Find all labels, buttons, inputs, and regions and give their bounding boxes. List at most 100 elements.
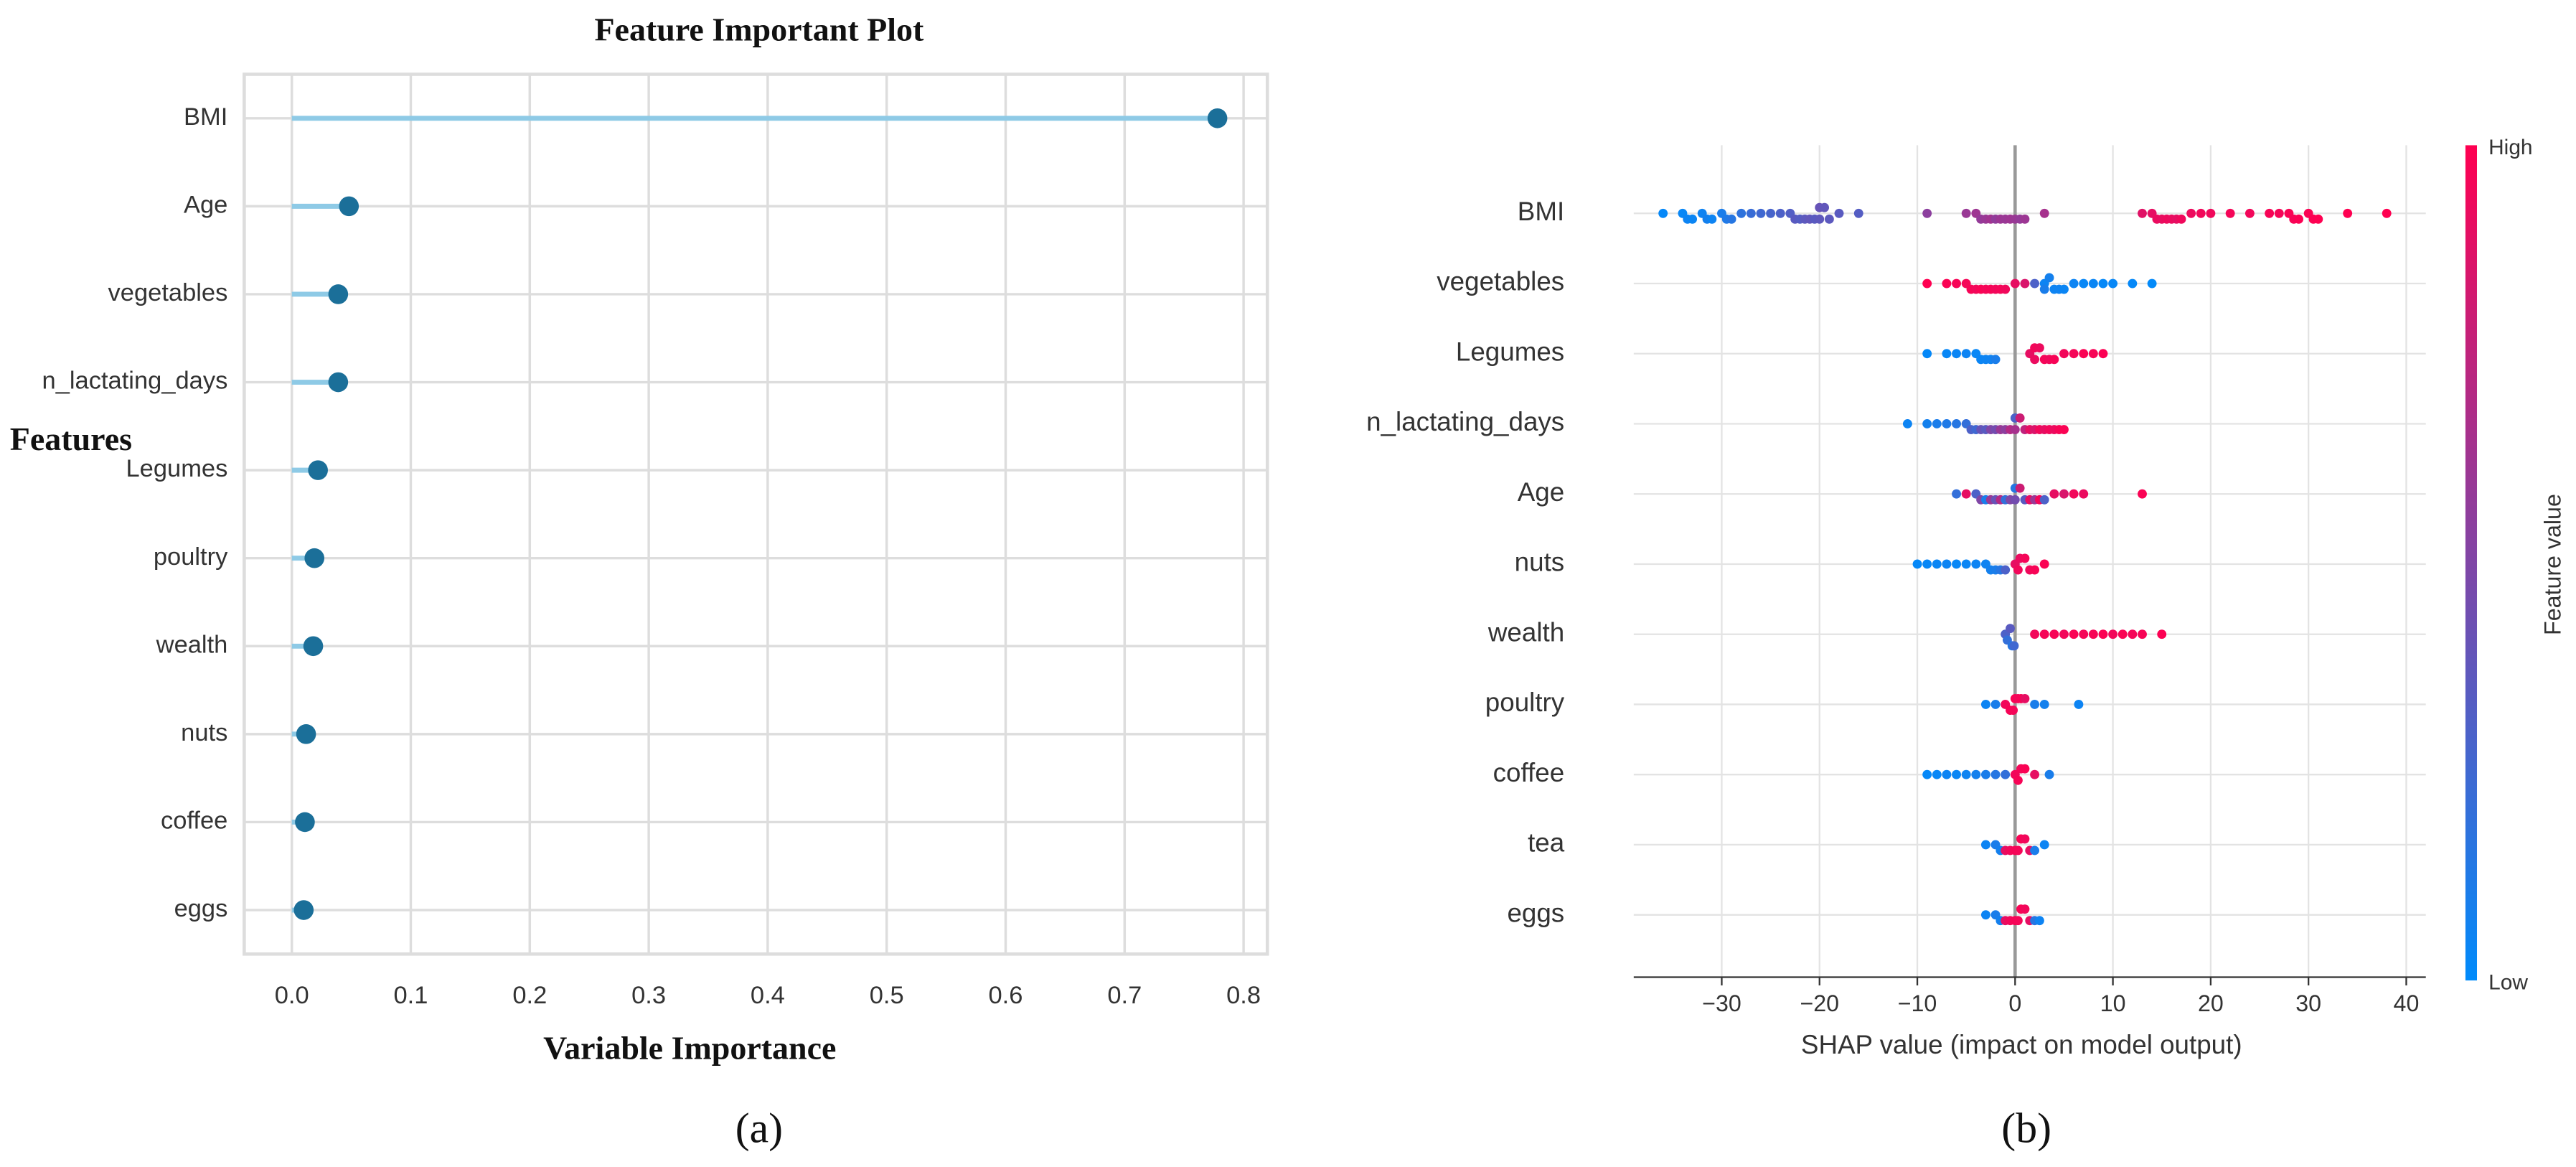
x-axis-label: Variable Importance [543,1030,836,1067]
y-tick-label: coffee [161,807,227,835]
dot [293,900,314,920]
point [2034,343,2044,353]
point [2138,208,2147,218]
point [2069,349,2079,359]
point [2010,278,2020,289]
point [1990,769,2001,779]
x-tick-label: 0 [2008,990,2021,1016]
point [1726,214,1736,224]
x-tick-label: 0.8 [1226,982,1261,1009]
x-tick-label: 20 [2198,990,2224,1016]
x-tick-label: 0.6 [989,982,1023,1009]
point [2013,845,2023,856]
point [1952,769,1961,779]
point [2088,349,2098,359]
x-tick-label: 0.5 [870,982,904,1009]
point [2049,489,2059,499]
y-axis-label: Features [10,421,132,457]
point [2049,629,2059,639]
x-tick-label: −20 [1800,990,1839,1016]
point [2088,629,2098,639]
y-tick-label: Legumes [126,455,227,482]
point [2001,284,2011,294]
point [1980,910,1990,920]
point [1756,208,1766,218]
point [1658,208,1668,218]
point [2030,355,2040,365]
point [2069,489,2079,499]
x-tick-label: 0.0 [275,982,309,1009]
point [2074,700,2084,709]
point [1971,559,1981,569]
point [2059,349,2069,359]
x-tick-label: 10 [2100,990,2126,1016]
point [2098,349,2108,359]
point [1980,840,1990,850]
point [2059,284,2069,294]
point [1961,559,1971,569]
point [1942,349,1952,359]
x-tick-label: 0.2 [512,982,547,1009]
x-tick-label: 0.4 [751,982,785,1009]
point [1824,214,1834,224]
y-tick-label: poultry [154,543,228,571]
point [2013,916,2023,926]
point [2020,214,2030,224]
point [2030,769,2040,779]
point [2079,489,2089,499]
point [2030,565,2040,575]
dot [304,548,324,568]
point [2079,278,2089,289]
point [1942,278,1952,289]
point [1990,355,2001,365]
x-tick-label: −30 [1702,990,1741,1016]
point [2059,629,2069,639]
point [2001,565,2011,575]
y-tick-label: eggs [174,895,228,922]
point [2015,483,2025,493]
point [1853,208,1863,218]
dot [295,812,315,833]
point [2059,489,2069,499]
point [2020,553,2030,563]
point [2059,425,2069,434]
point [2382,208,2392,218]
point [2343,208,2353,218]
dot [339,196,359,217]
point [2313,214,2323,224]
y-tick-label: wealth [1487,617,1564,647]
y-tick-label: nuts [181,719,227,746]
caption: (a) [735,1104,783,1151]
y-tick-label: Age [1518,477,1564,507]
point [2186,208,2196,218]
point [2176,214,2186,224]
point [2039,495,2049,505]
x-tick-label: −10 [1898,990,1937,1016]
point [2274,208,2284,218]
colorbar-high: High [2488,136,2532,159]
dot [303,636,324,657]
point [1922,559,1932,569]
point [1912,559,1922,569]
dot [328,372,349,393]
point [1736,208,1747,218]
point [2015,413,2025,423]
point [1961,208,1971,218]
point [2138,629,2147,639]
point [1961,489,1971,499]
point [2030,629,2040,639]
point [2069,629,2079,639]
point [1775,208,1785,218]
x-axis-label: SHAP value (impact on model output) [1801,1030,2242,1059]
y-tick-label: Legumes [1456,337,1564,366]
point [1815,214,1825,224]
point [1952,419,1961,428]
x-tick-label: 0.7 [1107,982,1142,1009]
point [1961,769,1971,779]
point [2039,284,2049,294]
point [1952,278,1961,289]
y-tick-label: nuts [1515,548,1565,577]
point [2265,208,2275,218]
colorbar [2465,145,2478,981]
